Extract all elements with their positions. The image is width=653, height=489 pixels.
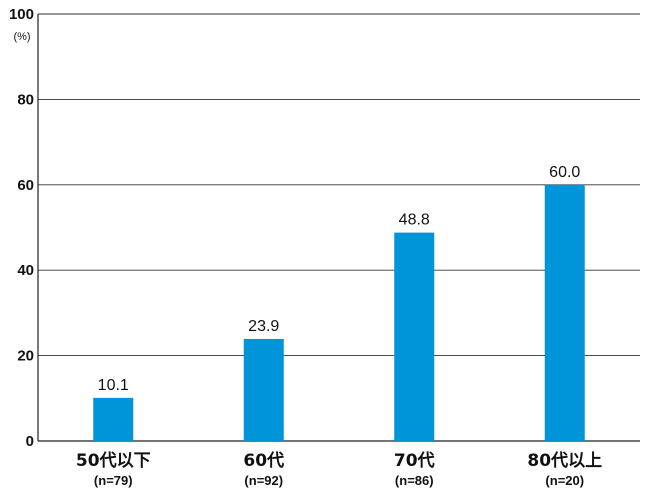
- x-category-label: 80代以上: [527, 450, 602, 471]
- data-label: 23.9: [248, 318, 279, 335]
- y-tick-label: 20: [17, 348, 34, 365]
- gridlines: [38, 13, 640, 357]
- data-labels: 10.1 23.9 48.8 60.0: [98, 164, 581, 394]
- y-tick-labels: 0 20 40 60 80 100: [9, 6, 34, 450]
- data-label: 48.8: [399, 212, 430, 229]
- y-unit-label: (%): [13, 31, 30, 43]
- data-label: 10.1: [98, 377, 129, 394]
- x-category-count: (n=79): [94, 473, 133, 488]
- y-tick-label: 100: [9, 6, 34, 23]
- x-category-label: 60代: [243, 450, 284, 471]
- y-tick-label: 80: [17, 91, 34, 108]
- bar: [394, 232, 435, 441]
- x-category-labels: 50代以下 (n=79) 60代 (n=92) 70代 (n=86) 80代以上 (n=20): [76, 450, 602, 488]
- x-category-count: (n=20): [545, 473, 584, 488]
- bar: [93, 397, 134, 441]
- x-category-label: 70代: [394, 450, 435, 471]
- bars: [93, 184, 585, 442]
- y-tick-label: 0: [26, 433, 34, 450]
- bar: [243, 338, 284, 441]
- y-tick-label: 60: [17, 177, 34, 194]
- bar: [544, 184, 585, 442]
- data-label: 60.0: [549, 164, 580, 181]
- x-category-count: (n=92): [244, 473, 283, 488]
- x-category-count: (n=86): [395, 473, 434, 488]
- x-category-label: 50代以下: [76, 450, 151, 471]
- y-tick-label: 40: [17, 262, 34, 279]
